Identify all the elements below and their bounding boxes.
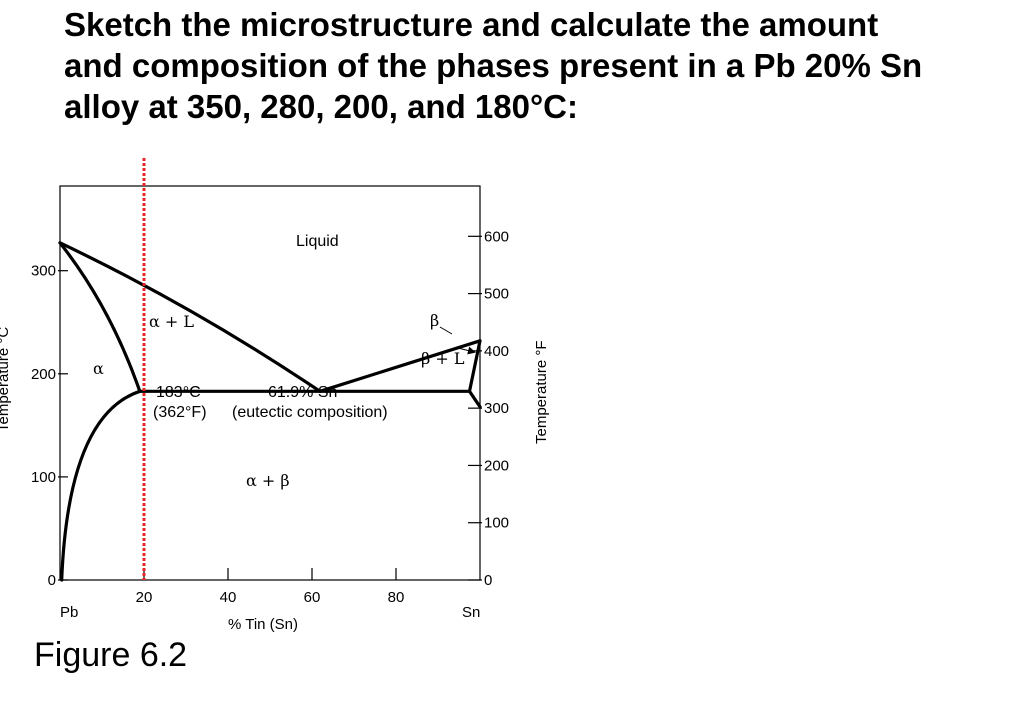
- x-end-label-pb: Pb: [60, 604, 78, 621]
- left-tick-label-100: 100: [31, 469, 56, 486]
- solidus-beta: [467, 339, 482, 393]
- solvus-alpha: [60, 389, 142, 582]
- label-beta-liquid: β + L: [421, 349, 465, 368]
- figure-caption: Figure 6.2: [34, 636, 188, 674]
- label-beta: β: [430, 311, 439, 330]
- x-tick-label-40: 40: [220, 589, 237, 606]
- x-axis-ticks: 20 40 60 80: [136, 568, 405, 606]
- right-tick-label-300: 300: [484, 400, 509, 417]
- right-tick-label-200: 200: [484, 457, 509, 474]
- x-axis-title: % Tin (Sn): [228, 616, 298, 633]
- label-alpha-liquid: α + L: [149, 312, 194, 331]
- problem-line-3: alloy at 350, 280, 200, and 180°C:: [64, 88, 578, 125]
- beta-liquid-arrow: [457, 346, 476, 355]
- left-axis-ticks: 0 100 200 300: [31, 263, 68, 589]
- left-tick-label-200: 200: [31, 366, 56, 383]
- liquidus-left: [58, 241, 322, 393]
- solidus-alpha: [58, 241, 142, 393]
- right-axis-title: Temperature °F: [533, 340, 550, 444]
- problem-line-2: and composition of the phases present in…: [64, 47, 923, 84]
- beta-leader-line: [439, 326, 453, 335]
- right-tick-label-500: 500: [484, 286, 509, 303]
- right-tick-label-0: 0: [484, 572, 492, 589]
- x-tick-label-20: 20: [136, 589, 153, 606]
- label-liquid: Liquid: [296, 233, 339, 250]
- liquidus-right: [318, 339, 482, 393]
- left-axis-title: Temperature °C: [0, 327, 12, 432]
- label-alpha-beta: α + β: [246, 471, 290, 490]
- x-tick-label-80: 80: [388, 589, 405, 606]
- problem-statement: Sketch the microstructure and calculate …: [64, 4, 1014, 127]
- x-tick-label-60: 60: [304, 589, 321, 606]
- eutectic-temp-f: (362°F): [153, 404, 207, 421]
- left-tick-label-300: 300: [31, 263, 56, 280]
- x-end-label-sn: Sn: [462, 604, 480, 621]
- phase-boundaries: [58, 241, 482, 582]
- plot-frame: [59, 185, 481, 581]
- right-tick-label-100: 100: [484, 515, 509, 532]
- eutectic-temp-c: 183°C: [156, 384, 201, 401]
- right-tick-label-400: 400: [484, 343, 509, 360]
- eutectic-composition: 61.9% Sn: [268, 384, 337, 401]
- solvus-beta: [467, 389, 482, 409]
- problem-line-1: Sketch the microstructure and calculate …: [64, 6, 879, 43]
- left-tick-label-0: 0: [48, 572, 56, 589]
- right-tick-label-600: 600: [484, 228, 509, 245]
- label-alpha: α: [93, 359, 104, 378]
- right-axis-ticks: 0 100 200 300 400 500 600: [468, 228, 509, 589]
- eutectic-composition-note: (eutectic composition): [232, 404, 388, 421]
